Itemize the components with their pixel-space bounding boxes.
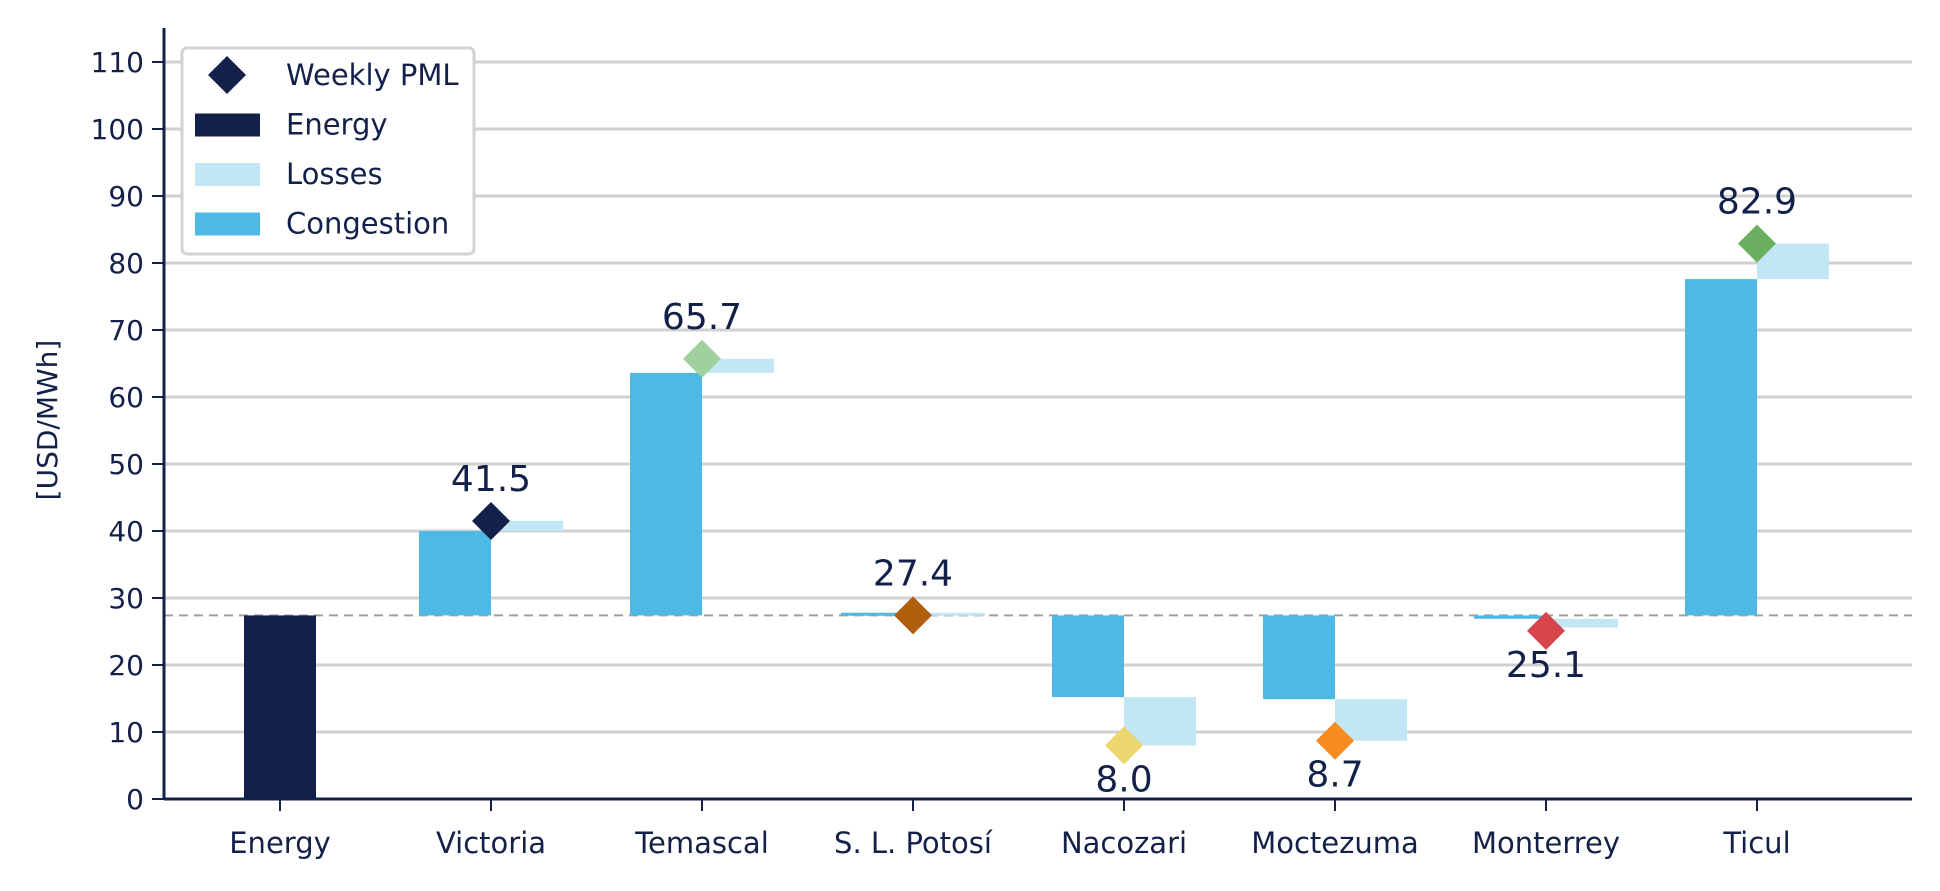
pml-marker	[894, 596, 932, 635]
legend-swatch	[195, 113, 260, 137]
y-tick-label: 60	[108, 381, 144, 414]
losses-bar	[702, 358, 774, 373]
pml-marker	[1738, 224, 1776, 263]
x-tick-label: Moctezuma	[1251, 826, 1419, 860]
y-tick-label: 90	[108, 180, 144, 213]
congestion-bar	[841, 612, 913, 616]
y-ticks: 0 10 20 30 40 50 60 70 80 90 100 110	[91, 46, 164, 816]
bars	[244, 243, 1829, 799]
y-tick-label: 20	[108, 649, 144, 682]
x-tick-label: Energy	[229, 826, 331, 860]
legend-swatch	[195, 163, 260, 186]
legend-label: Losses	[286, 157, 383, 191]
x-tick-label: Ticul	[1722, 826, 1790, 860]
losses-bar	[1546, 618, 1618, 628]
y-tick-label: 0	[126, 783, 144, 816]
legend-marker-diamond	[208, 56, 246, 94]
x-tick-label: S. L. Potosí	[834, 826, 993, 860]
pml-marker	[472, 501, 510, 540]
pml-value-label: 25.1	[1506, 645, 1586, 686]
congestion-bar	[1052, 615, 1124, 698]
pml-value-label: 8.0	[1095, 759, 1152, 800]
y-tick-label: 100	[91, 113, 144, 146]
legend-swatch	[195, 212, 260, 236]
legend-label: Congestion	[286, 207, 449, 241]
pml-value-label: 8.7	[1306, 755, 1363, 796]
congestion-bar	[630, 372, 702, 616]
y-tick-label: 50	[108, 448, 144, 481]
congestion-bar	[1474, 615, 1546, 619]
energy-bar	[244, 615, 316, 799]
pml-value-label: 82.9	[1717, 182, 1797, 223]
y-tick-label: 40	[108, 515, 144, 548]
pml-value-label: 65.7	[662, 297, 742, 338]
pml-marker	[1527, 611, 1565, 650]
x-tick-label: Temascal	[634, 826, 769, 860]
y-axis-label: [USD/MWh]	[31, 340, 64, 501]
pml-marker	[1105, 726, 1143, 765]
congestion-bar	[1685, 279, 1757, 616]
congestion-bar	[1263, 615, 1335, 700]
pml-marker	[1316, 721, 1354, 760]
x-ticks: Energy Victoria Temascal S. L. Potosí Nacoza…	[229, 799, 1791, 860]
legend-label: Weekly PML	[286, 58, 459, 92]
congestion-bar	[419, 531, 491, 616]
x-tick-label: Victoria	[436, 826, 546, 860]
y-tick-label: 80	[108, 247, 144, 280]
axes	[162, 28, 1912, 801]
y-tick-label: 10	[108, 716, 144, 749]
y-tick-label: 30	[108, 582, 144, 615]
x-tick-label: Nacozari	[1061, 826, 1187, 860]
losses-bar	[1124, 697, 1196, 746]
x-tick-label: Monterrey	[1472, 826, 1620, 860]
legend-box	[180, 46, 476, 256]
y-tick-label: 110	[91, 46, 144, 79]
y-tick-label: 70	[108, 314, 144, 347]
pml-marker	[683, 339, 721, 378]
pml-value-label: 27.4	[873, 553, 953, 594]
legend: Weekly PML Energy Losses Congestion	[180, 46, 476, 256]
value-labels: 41.5 65.7 27.4 8.0 8.7 25.1 82.9	[451, 182, 1797, 801]
losses-bar	[913, 612, 985, 616]
pml-markers	[472, 224, 1776, 765]
losses-bar	[491, 520, 563, 531]
legend-label: Energy	[286, 108, 388, 142]
pml-value-label: 41.5	[451, 459, 531, 500]
